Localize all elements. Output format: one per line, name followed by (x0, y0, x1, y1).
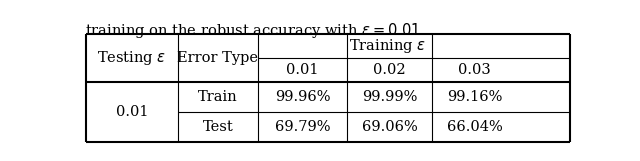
Text: Testing $\epsilon$: Testing $\epsilon$ (97, 49, 166, 67)
Text: 99.96%: 99.96% (275, 90, 330, 104)
Text: 0.02: 0.02 (373, 63, 406, 77)
Text: Error Type: Error Type (177, 51, 259, 65)
Text: 0.01: 0.01 (286, 63, 319, 77)
Text: 99.16%: 99.16% (447, 90, 502, 104)
Text: Train: Train (198, 90, 237, 104)
Text: Training $\epsilon$: Training $\epsilon$ (349, 37, 426, 55)
Text: 0.01: 0.01 (116, 105, 148, 119)
Text: 69.79%: 69.79% (275, 120, 330, 134)
Text: Test: Test (202, 120, 233, 134)
Text: 0.03: 0.03 (458, 63, 491, 77)
Text: 66.04%: 66.04% (447, 120, 502, 134)
Text: 69.06%: 69.06% (362, 120, 417, 134)
Text: 99.99%: 99.99% (362, 90, 417, 104)
Text: training on the robust accuracy with $\epsilon = 0.01$.: training on the robust accuracy with $\e… (85, 21, 425, 40)
